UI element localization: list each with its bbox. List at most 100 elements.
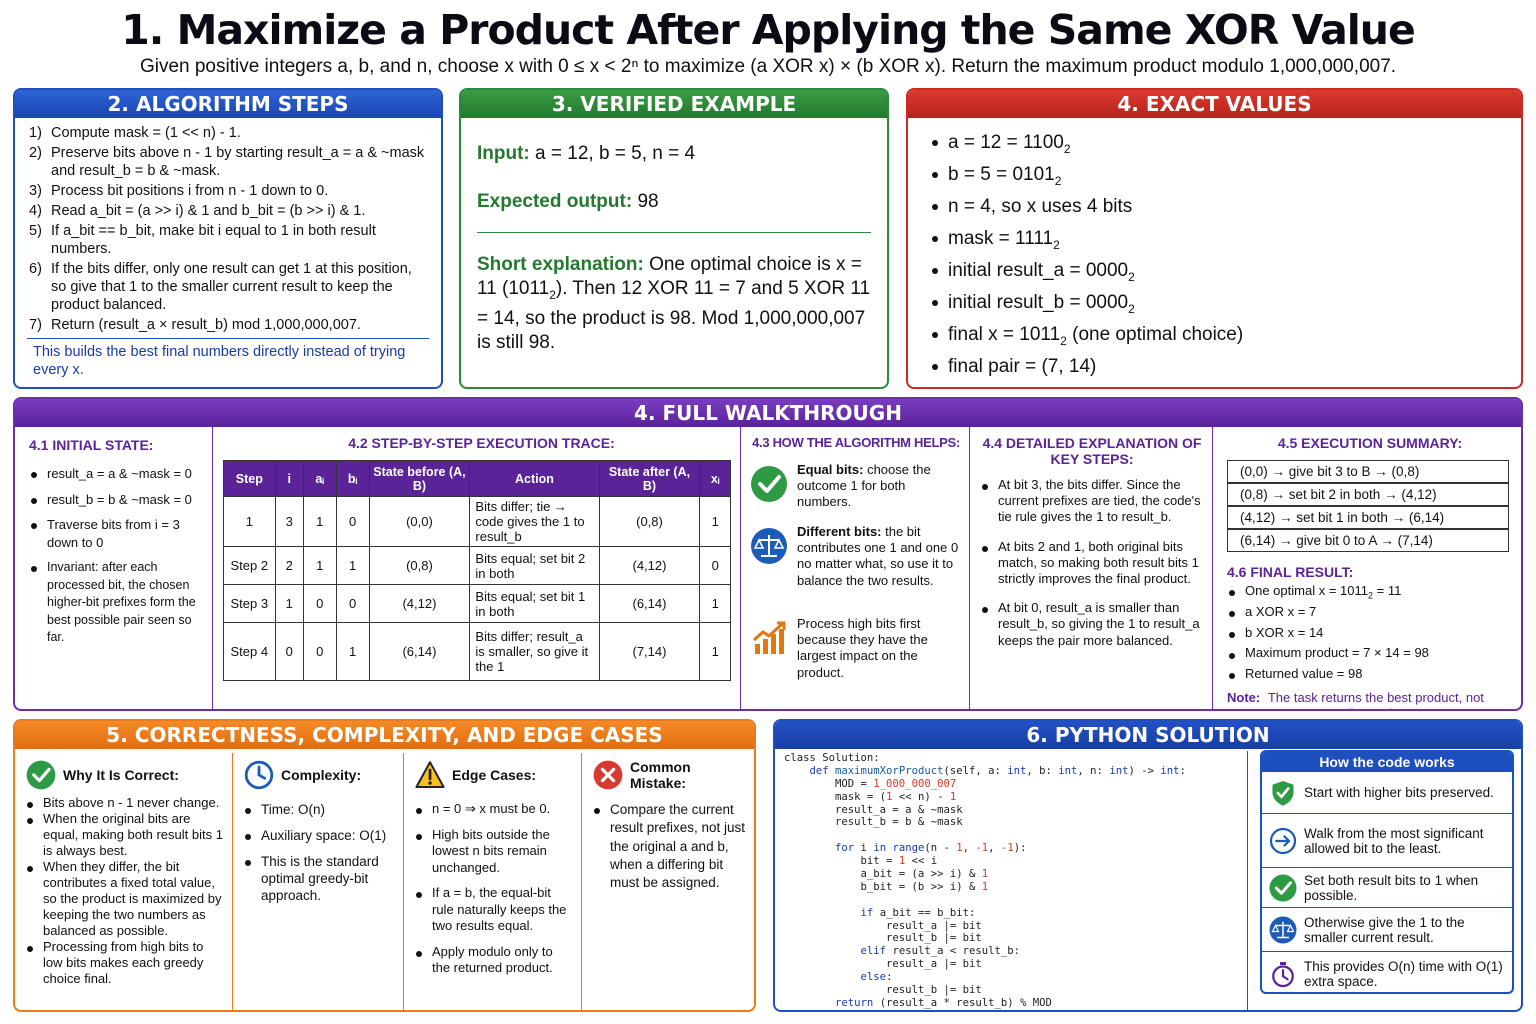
- algorithm-step: 6) If the bits differ, only one result ca…: [29, 260, 431, 314]
- algorithm-note-wrap: This builds the best final numbers direc…: [27, 338, 429, 379]
- panel-heading: 6. PYTHON SOLUTION: [775, 721, 1521, 749]
- step-text: If the bits differ, only one result can …: [51, 261, 412, 313]
- panel-heading: 4. FULL WALKTHROUGH: [15, 399, 1521, 427]
- step-number: 6): [29, 261, 42, 277]
- algorithm-help-item: Equal bits: choose the outcome 1 for bot…: [749, 462, 963, 524]
- check-circle-icon: [749, 462, 797, 524]
- trace-cell: (4,12): [598, 546, 701, 585]
- summary-row: (6,14) → give bit 0 to A → (7,14): [1227, 529, 1509, 552]
- step-number: 5): [29, 223, 42, 239]
- trace-column-header: aᵢ: [302, 460, 337, 497]
- trace-column-header: State before (A, B): [368, 460, 471, 497]
- section-heading: 4.2 STEP-BY-STEP EXECUTION TRACE:: [348, 435, 615, 451]
- how-code-works-item: Otherwise give the 1 to the smaller curr…: [1262, 908, 1512, 952]
- detailed-explanation-list: At bit 3, the bits differ. Since the cur…: [980, 477, 1204, 649]
- code-line: mask = (1 << n) - 1: [784, 790, 957, 803]
- trace-cell: 0: [335, 584, 370, 623]
- algorithm-help-item: Different bits: the bit contributes one …: [749, 524, 963, 616]
- correctness-panel: 5. CORRECTNESS, COMPLEXITY, AND EDGE CAS…: [13, 719, 756, 1012]
- python-code-block: class Solution: def maximumXorProduct(se…: [784, 752, 1244, 1010]
- code-line: result_b |= bit: [784, 984, 982, 997]
- stopwatch-icon: [1262, 959, 1304, 989]
- panel-heading: 5. CORRECTNESS, COMPLEXITY, AND EDGE CAS…: [15, 721, 754, 749]
- clock-icon: [243, 759, 275, 791]
- section-heading: 4.5 EXECUTION SUMMARY:: [1277, 435, 1463, 451]
- trace-cell: Step 3: [223, 584, 276, 623]
- trace-cell: 1: [699, 496, 731, 547]
- bar-chart-arrow-icon: [749, 616, 797, 686]
- trace-cell: 0: [699, 546, 731, 585]
- initial-state-item: result_b = b & ~mask = 0: [29, 491, 206, 509]
- trace-cell: 1: [274, 584, 304, 623]
- panel-heading: 2. ALGORITHM STEPS: [15, 90, 441, 118]
- step-text: Read a_bit = (a >> i) & 1 and b_bit = (b…: [51, 203, 366, 219]
- trace-cell: Bits differ; result_a is smaller, so giv…: [469, 622, 600, 681]
- final-result-item: b XOR x = 14: [1227, 625, 1513, 646]
- how-item-text: Otherwise give the 1 to the smaller curr…: [1304, 914, 1465, 945]
- section-heading: 4.3 HOW THE ALGORITHM HELPS:: [752, 435, 960, 450]
- exact-value-item: initial result_b = 00002: [930, 290, 1521, 322]
- trace-cell: (0,8): [368, 546, 471, 585]
- trace-cell: 1: [302, 546, 337, 585]
- how-item-text: Set both result bits to 1 when possible.: [1304, 872, 1479, 903]
- column-item: If a = b, the equal-bit rule naturally k…: [414, 885, 573, 935]
- code-line: MOD = 1_000_000_007: [784, 777, 957, 790]
- column-item: When the original bits are equal, making…: [25, 811, 224, 859]
- step-text: Process bit positions i from n - 1 down …: [51, 183, 329, 199]
- code-line: a_bit = (a >> i) & 1: [784, 868, 989, 881]
- column-item: Auxiliary space: O(1): [243, 827, 395, 844]
- how-code-works-item: Walk from the most significant allowed b…: [1262, 814, 1512, 868]
- code-line: [784, 829, 1244, 842]
- exact-value-item: final pair = (7, 14): [930, 354, 1521, 386]
- summary-row: (0,0) → give bit 3 to B → (0,8): [1227, 460, 1509, 483]
- algorithm-step: 1) Compute mask = (1 << n) - 1.: [29, 124, 431, 142]
- final-result-note: Note: The task returns the best product,…: [1227, 689, 1484, 709]
- trace-cell: (4,12): [368, 584, 471, 623]
- column-item: When they differ, the bit contributes a …: [25, 859, 224, 939]
- execution-trace-table: Step i aᵢ bᵢ State before (A, B) Action State …: [223, 460, 731, 681]
- detailed-explanation-section: 4.4 DETAILED EXPLANATION OF KEY STEPS: A…: [970, 427, 1213, 709]
- check-circle-icon: [1262, 873, 1304, 903]
- algorithm-helps-list: Equal bits: choose the outcome 1 for bot…: [749, 462, 963, 686]
- how-item-text: Walk from the most significant allowed b…: [1304, 825, 1484, 856]
- trace-cell: 1: [699, 584, 731, 623]
- code-line: result_b = b & ~mask: [784, 816, 963, 829]
- trace-cell: 1: [699, 622, 731, 681]
- page-title: 1. Maximize a Product After Applying the…: [121, 6, 1416, 54]
- panel-heading: 3. VERIFIED EXAMPLE: [461, 90, 887, 118]
- column-title: Common Mistake:: [630, 759, 691, 791]
- trace-cell: Bits equal; set bit 1 in both: [469, 584, 600, 623]
- detail-item: At bit 0, result_a is smaller than resul…: [980, 600, 1204, 649]
- trace-cell: 0: [274, 622, 304, 681]
- exact-value-item: final x = 10112 (one optimal choice): [930, 322, 1521, 354]
- edge-cases-column: Edge Cases: n = 0 ⇒ x must be 0. High bits…: [404, 753, 582, 1010]
- trace-cell: 0: [335, 496, 370, 547]
- column-title: Edge Cases:: [452, 767, 537, 783]
- section-heading: 4.1 INITIAL STATE:: [29, 437, 154, 453]
- algorithm-steps-list: 1) Compute mask = (1 << n) - 1. 2) Preserve…: [15, 118, 441, 334]
- check-circle-icon: [25, 759, 57, 791]
- step-text: Return (result_a × result_b) mod 1,000,0…: [51, 317, 361, 333]
- execution-summary-section: 4.5 EXECUTION SUMMARY: (0,0) → give bit …: [1213, 427, 1521, 709]
- trace-cell: 0: [302, 584, 337, 623]
- trace-cell: (0,8): [598, 496, 701, 547]
- how-code-works-heading: How the code works: [1262, 752, 1512, 772]
- x-circle-icon: [592, 759, 624, 791]
- full-walkthrough-panel: 4. FULL WALKTHROUGH 4.1 INITIAL STATE: r…: [13, 397, 1523, 711]
- code-line: bit = 1 << i: [784, 855, 938, 868]
- step-text: If a_bit == b_bit, make bit i equal to 1…: [51, 223, 376, 257]
- algorithm-step: 4) Read a_bit = (a >> i) & 1 and b_bit = …: [29, 202, 431, 220]
- code-line: result_a |= bit: [784, 958, 982, 971]
- trace-cell: Step 2: [223, 546, 276, 585]
- code-line: for i in range(n - 1, -1, -1):: [835, 842, 1027, 855]
- trace-cell: (6,14): [368, 622, 471, 681]
- trace-cell: 1: [302, 496, 337, 547]
- trace-column-header: Step: [223, 460, 276, 497]
- code-line: result_b |= bit: [784, 932, 982, 945]
- exact-values-panel: 4. EXACT VALUES a = 12 = 11002 b = 5 = 01…: [906, 88, 1523, 389]
- exact-value-item: b = 5 = 01012: [930, 162, 1521, 194]
- step-number: 2): [29, 145, 42, 161]
- how-code-works-box: How the code works Start with higher bit…: [1260, 750, 1514, 994]
- code-divider: [1247, 751, 1248, 1010]
- code-line: result_a = a & ~mask: [784, 803, 963, 816]
